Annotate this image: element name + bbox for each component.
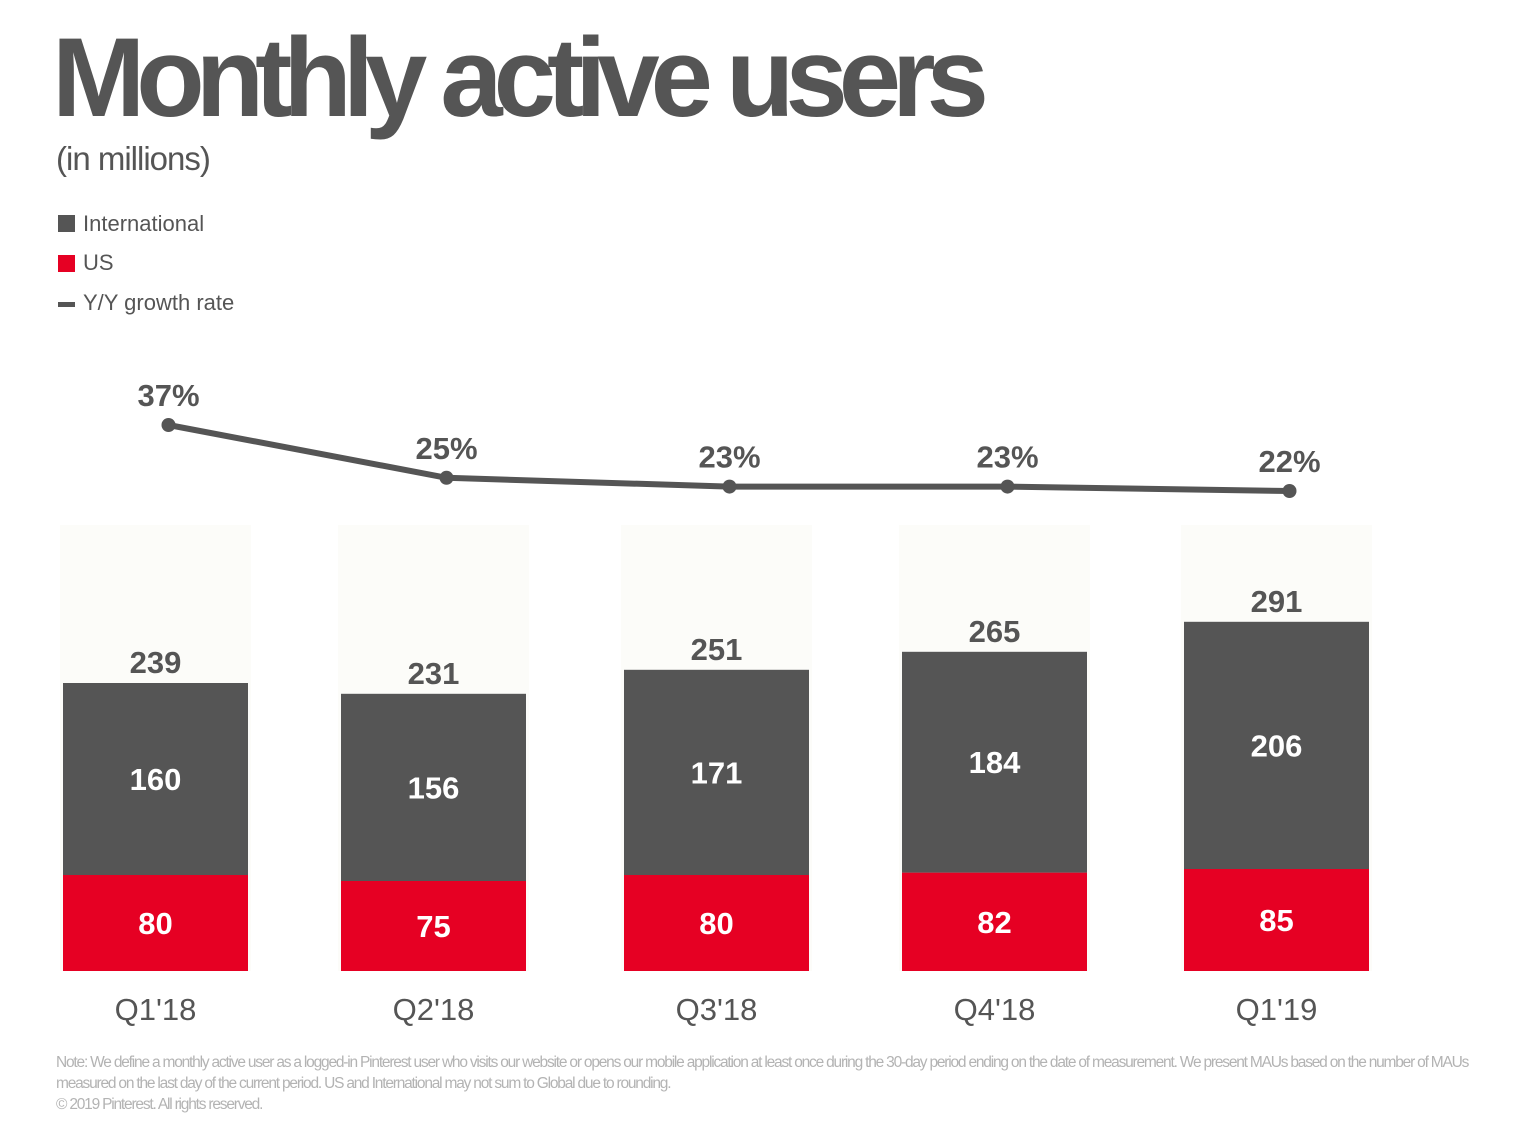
bar-international <box>902 651 1087 873</box>
growth-point <box>1000 479 1015 494</box>
page-subtitle: (in millions) <box>56 140 211 177</box>
data-label-us: 80 <box>138 906 172 941</box>
mau-chart: 80 160 239 Q1'18 75 156 231 Q2'18 80 171 251 Q3'18 8… <box>63 378 1369 1027</box>
growth-point <box>722 479 737 494</box>
legend-swatch-growth <box>58 302 75 308</box>
legend-item-us: US <box>58 244 234 284</box>
legend-swatch-international <box>58 215 75 233</box>
x-tick-label: Q1'19 <box>1236 992 1318 1027</box>
data-label-international: 160 <box>130 762 182 797</box>
bar-us <box>1184 869 1369 971</box>
data-label-international: 206 <box>1251 728 1303 763</box>
legend-label-growth: Y/Y growth rate <box>83 289 235 315</box>
growth-label: 23% <box>698 440 760 475</box>
growth-label: 23% <box>976 440 1038 475</box>
data-label-international: 156 <box>408 770 460 805</box>
bar-us <box>624 875 809 971</box>
legend-label-us: US <box>83 250 114 276</box>
footnote: Note: We define a monthly active user as… <box>56 1052 1506 1115</box>
x-tick-label: Q1'18 <box>115 992 197 1027</box>
legend-swatch-us <box>58 254 75 272</box>
bar-international <box>1184 621 1369 869</box>
data-label-us: 82 <box>977 905 1011 940</box>
data-label-total: 231 <box>408 656 460 691</box>
x-tick-label: Q3'18 <box>676 992 758 1027</box>
bar-international <box>341 693 526 881</box>
data-label-total: 265 <box>969 614 1021 649</box>
legend-item-international: International <box>58 204 234 244</box>
growth-point <box>439 470 454 485</box>
bar-international <box>624 669 809 875</box>
growth-point <box>1282 484 1297 498</box>
data-label-total: 291 <box>1251 584 1303 619</box>
copyright-text: © 2019 Pinterest. All rights reserved. <box>56 1096 263 1113</box>
data-label-total: 251 <box>691 632 743 667</box>
growth-label: 22% <box>1258 444 1320 479</box>
data-label-us: 80 <box>699 906 733 941</box>
legend-label-international: International <box>83 210 205 236</box>
x-tick-label: Q2'18 <box>393 992 475 1027</box>
growth-point <box>161 418 176 432</box>
bar-us <box>341 881 526 971</box>
growth-label: 25% <box>415 431 477 466</box>
bar-us <box>63 875 248 971</box>
page-title: Monthly active users <box>52 15 989 140</box>
data-label-international: 184 <box>969 745 1021 780</box>
data-label-international: 171 <box>691 755 743 790</box>
data-label-us: 75 <box>416 909 450 944</box>
data-label-total: 239 <box>130 645 182 680</box>
footnote-text: Note: We define a monthly active user as… <box>56 1054 1469 1092</box>
data-label-us: 85 <box>1259 903 1293 938</box>
bar-international <box>63 683 248 875</box>
legend-item-growth: Y/Y growth rate <box>58 283 234 323</box>
x-tick-label: Q4'18 <box>954 992 1036 1027</box>
growth-label: 37% <box>137 378 199 413</box>
chart-legend: International US Y/Y growth rate <box>58 204 234 323</box>
bar-us <box>902 872 1087 971</box>
